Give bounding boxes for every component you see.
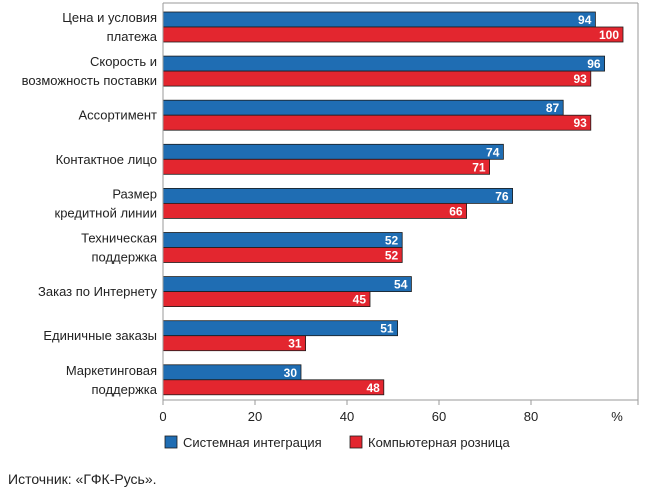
source-note: Источник: «ГФК-Русь». bbox=[8, 471, 157, 487]
data-label-system-integration-2: 87 bbox=[546, 101, 560, 115]
category-label-0-line-0: Цена и условия bbox=[62, 10, 157, 25]
bar-computer-retail-3 bbox=[162, 158, 491, 175]
x-tick-label-20: 20 bbox=[248, 409, 262, 424]
data-label-computer-retail-0: 100 bbox=[599, 28, 619, 42]
data-label-computer-retail-5: 52 bbox=[385, 249, 399, 263]
bar-computer-retail-1 bbox=[162, 70, 592, 87]
data-label-system-integration-0: 94 bbox=[578, 13, 592, 27]
data-label-computer-retail-6: 45 bbox=[353, 293, 367, 307]
bar-computer-retail-6 bbox=[162, 291, 371, 308]
data-label-computer-retail-4: 66 bbox=[449, 204, 463, 218]
legend-label-computer-retail: Компьютерная розница bbox=[368, 435, 511, 450]
bar-computer-retail-5 bbox=[162, 247, 403, 263]
legend: Системная интеграция Компьютерная розница bbox=[164, 435, 511, 450]
x-tick-label-0: 0 bbox=[159, 409, 166, 424]
x-tick-label-80: 80 bbox=[524, 409, 538, 424]
category-label-5-line-0: Техническая bbox=[81, 231, 157, 246]
data-label-system-integration-3: 74 bbox=[486, 145, 500, 159]
bar-computer-retail-2 bbox=[162, 114, 592, 131]
data-label-system-integration-5: 52 bbox=[385, 234, 399, 248]
bar-system-integration-0 bbox=[162, 11, 596, 28]
data-label-system-integration-1: 96 bbox=[587, 57, 601, 71]
data-label-system-integration-6: 54 bbox=[394, 278, 408, 292]
data-label-system-integration-4: 76 bbox=[495, 189, 509, 203]
category-label-4-line-1: кредитной линии bbox=[55, 205, 158, 220]
bar-computer-retail-0 bbox=[162, 26, 624, 43]
category-label-7: Единичные заказы bbox=[43, 328, 157, 343]
category-label-4-line-0: Размер bbox=[112, 186, 157, 201]
category-labels: Цена и условия платежа Скорость и возможнос… bbox=[22, 10, 158, 397]
category-label-3: Контактное лицо bbox=[56, 152, 157, 167]
x-tick-label-40: 40 bbox=[340, 409, 354, 424]
category-label-8-line-0: Маркетинговая bbox=[66, 363, 157, 378]
bar-system-integration-3 bbox=[162, 143, 504, 160]
bar-computer-retail-4 bbox=[162, 202, 468, 219]
bar-computer-retail-7 bbox=[162, 335, 307, 352]
category-label-0-line-1: платежа bbox=[107, 29, 158, 44]
data-label-computer-retail-3: 71 bbox=[472, 160, 486, 174]
category-label-5-line-1: поддержка bbox=[91, 250, 157, 265]
value-axis-unit-label: % bbox=[611, 409, 623, 424]
legend-swatch-system-integration bbox=[164, 435, 178, 449]
data-label-computer-retail-2: 93 bbox=[573, 116, 587, 130]
value-axis-ticks: 0 20 40 60 80 bbox=[159, 400, 639, 424]
bar-system-integration-2 bbox=[162, 99, 564, 116]
x-tick-label-60: 60 bbox=[432, 409, 446, 424]
bar-system-integration-6 bbox=[162, 276, 412, 293]
data-label-computer-retail-1: 93 bbox=[573, 72, 587, 86]
data-label-system-integration-7: 51 bbox=[380, 322, 394, 336]
bar-system-integration-8 bbox=[162, 364, 302, 381]
bar-system-integration-7 bbox=[162, 320, 399, 337]
bar-system-integration-1 bbox=[162, 55, 606, 72]
legend-swatch-computer-retail bbox=[349, 435, 363, 449]
legend-label-system-integration: Системная интеграция bbox=[183, 435, 322, 450]
data-label-system-integration-8: 30 bbox=[284, 366, 298, 380]
bar-system-integration-5 bbox=[162, 232, 403, 248]
data-label-computer-retail-8: 48 bbox=[366, 381, 380, 395]
category-label-8-line-1: поддержка bbox=[91, 382, 157, 397]
category-label-6: Заказ по Интернету bbox=[38, 284, 157, 299]
bar-system-integration-4 bbox=[162, 187, 514, 204]
category-label-1-line-1: возможность поставки bbox=[22, 73, 157, 88]
data-label-computer-retail-7: 31 bbox=[288, 337, 302, 351]
category-label-1-line-0: Скорость и bbox=[90, 54, 157, 69]
category-label-2: Ассортимент bbox=[78, 108, 157, 123]
bar-computer-retail-8 bbox=[162, 379, 385, 396]
